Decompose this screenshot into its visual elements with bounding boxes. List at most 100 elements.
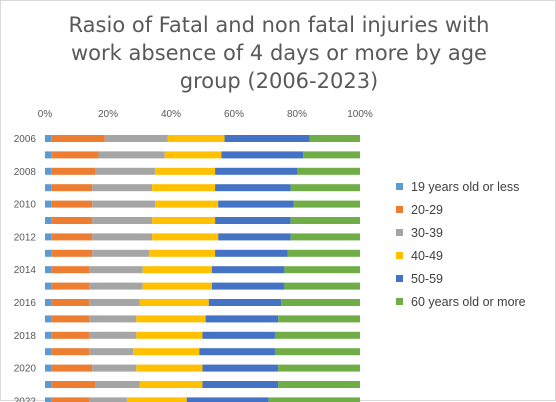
legend-label: 40-49 [411,248,443,263]
bar-segment [211,266,285,274]
bar-segment [281,299,360,306]
bar-segment [136,364,203,372]
y-tick-label: 2016 [14,298,37,309]
bar-segment [45,200,52,208]
y-tick-label: 2006 [14,134,37,145]
bar-segment [186,397,269,402]
bar-segment [95,381,140,388]
bar-segment [45,364,52,372]
bar-segment [152,217,216,224]
legend-item: 60 years old or more [396,290,526,313]
bar-segment [287,249,360,257]
bar-segment [45,381,52,388]
bar-segment [98,151,165,159]
bar-segment [278,364,360,372]
bar-segment [45,266,52,274]
bar-segment [51,364,93,372]
legend-swatch [396,229,403,236]
bar-segment [51,381,96,388]
bar-segment [51,184,93,192]
bar-segment [92,249,149,257]
bar-segment [89,266,143,274]
bar-segment [297,167,360,175]
x-tick-label: 0% [38,109,53,120]
bar-segment [51,167,96,175]
bar-segment [51,200,93,208]
bar-segment [199,348,275,356]
legend-item: 30-39 [396,221,526,244]
bar-segment [89,282,143,290]
legend-label: 50-59 [411,271,443,286]
bar-segment [218,233,291,241]
bar-segment [155,200,219,208]
legend-item: 50-59 [396,267,526,290]
bar-segment [45,397,52,402]
bar-segment [51,299,90,306]
bar-segment [155,167,216,175]
bar-segment [45,249,52,257]
legend-item: 20-29 [396,198,526,221]
legend-swatch [396,206,403,213]
bar-segment [92,200,156,208]
bar-segment [92,184,153,192]
bar-segment [51,249,93,257]
bar-segment [211,282,285,290]
y-tick-label: 2012 [14,232,37,243]
bar-segment [167,135,225,142]
bar-segment [51,348,90,356]
bar-segment [89,348,134,356]
legend: 19 years old or less 20-29 30-39 40-49 50-59… [396,175,526,313]
bar-segment [293,200,360,208]
y-tick-label: 2014 [14,265,37,276]
bar-segment [164,151,222,159]
bar-segment [51,233,93,241]
chart-title: Rasio of Fatal and non fatal injuries wi… [68,13,490,93]
bar-segment [274,348,360,356]
bar-segment [148,249,216,257]
bar-segment [202,331,275,339]
bar-segment [45,348,52,356]
bar-segment [126,397,187,402]
bar-segment [278,315,360,323]
bar-segment [278,381,360,388]
y-tick-label: 2020 [14,364,37,375]
bar-segment [92,233,153,241]
bar-segment [284,266,360,274]
bar-segment [45,282,52,290]
bar-segment [139,299,209,306]
x-tick-label: 60% [224,109,244,120]
bar-segment [51,331,90,339]
bar-segment [142,266,212,274]
legend-label: 30-39 [411,225,443,240]
bar-segment [51,135,105,142]
bar-segment [45,167,52,175]
legend-label: 60 years old or more [411,294,526,309]
x-tick-label: 20% [98,109,118,120]
bar-segment [290,184,360,192]
bar-segment [152,184,216,192]
bar-segment [51,266,90,274]
bar-segment [45,315,52,323]
bar-segment [92,217,153,224]
legend-swatch [396,298,403,305]
bar-segment [104,135,168,142]
bar-segment [218,200,294,208]
bar-segment [142,282,212,290]
bar-segment [215,167,297,175]
bar-segment [205,315,279,323]
y-tick-label: 2022 [14,396,37,402]
bar-segment [51,282,90,290]
bar-segment [221,151,304,159]
bar-segment [51,151,99,159]
bar-segment [95,167,156,175]
bar-segment [215,184,291,192]
bar-segment [303,151,360,159]
bar-segment [89,299,140,306]
bar-segment [202,381,279,388]
bar-segment [45,299,52,306]
legend-item: 40-49 [396,244,526,267]
bar-segment [51,397,90,402]
bar-segment [224,135,310,142]
